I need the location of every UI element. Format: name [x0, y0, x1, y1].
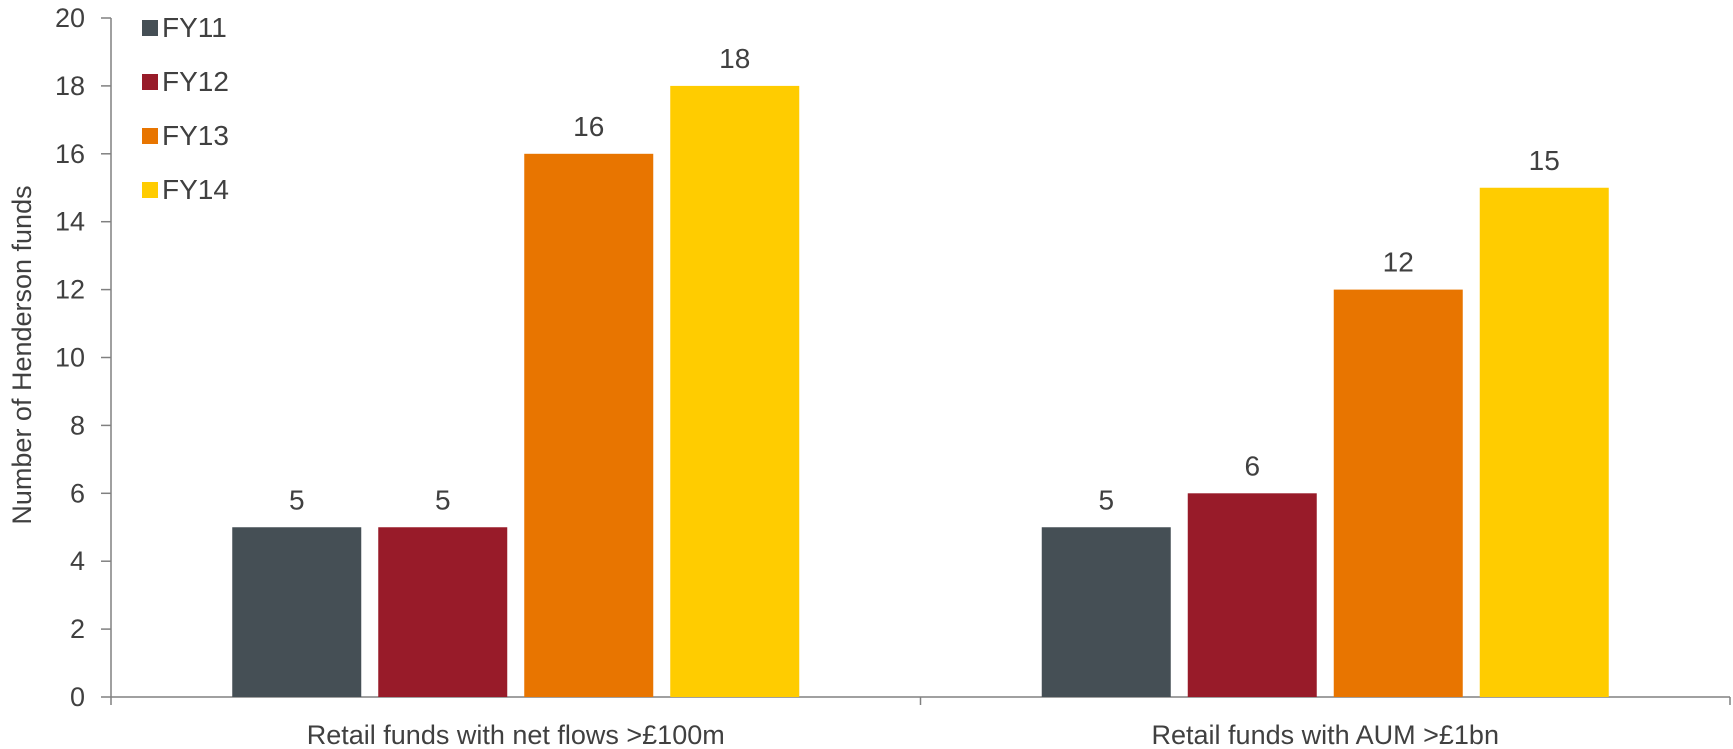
y-tick-label: 6 [70, 478, 85, 508]
x-category-label: Retail funds with net flows >£100m [307, 720, 725, 749]
legend-label-fy11: FY11 [162, 12, 227, 43]
bar-fy12-2 [1187, 493, 1317, 697]
data-labels: 5 5 16 18 5 6 12 15 [289, 43, 1560, 515]
legend-swatch-fy11 [142, 20, 158, 36]
data-label: 18 [719, 43, 750, 74]
data-label: 6 [1244, 450, 1260, 481]
y-tick-label: 0 [70, 682, 85, 712]
y-tick-label: 16 [55, 139, 85, 169]
bar-fy12-1 [378, 527, 508, 697]
data-label: 16 [573, 111, 604, 142]
data-label: 12 [1383, 247, 1414, 278]
bar-fy14-2 [1479, 187, 1609, 697]
legend: FY11 FY12 FY13 FY14 [142, 12, 229, 205]
x-category-label: Retail funds with AUM >£1bn [1152, 720, 1499, 749]
bar-fy13-2 [1333, 289, 1463, 697]
y-tick-label: 14 [55, 207, 85, 237]
bar-fy11-2 [1041, 527, 1171, 697]
legend-label-fy13: FY13 [162, 120, 229, 151]
legend-swatch-fy13 [142, 128, 158, 144]
bar-fy14-1 [670, 85, 800, 697]
y-tick-label: 4 [70, 546, 85, 576]
y-tick-label: 8 [70, 410, 85, 440]
y-tick-label: 10 [55, 343, 85, 373]
y-tick-label: 2 [70, 614, 85, 644]
y-tick-label: 20 [55, 3, 85, 33]
bar-fy13-1 [524, 153, 654, 698]
data-label: 5 [1098, 484, 1114, 515]
legend-label-fy14: FY14 [162, 174, 229, 205]
bar-fy11-1 [232, 527, 362, 697]
data-label: 5 [435, 484, 451, 515]
y-tick-label: 12 [55, 275, 85, 305]
bars [232, 85, 1609, 698]
axes: 0 2 4 6 8 10 12 14 16 18 20 Retail funds with net f… [55, 3, 1731, 749]
legend-label-fy12: FY12 [162, 66, 229, 97]
y-axis-title: Number of Henderson funds [7, 185, 37, 524]
data-label: 15 [1529, 145, 1560, 176]
y-tick-label: 18 [55, 71, 85, 101]
legend-swatch-fy14 [142, 182, 158, 198]
data-label: 5 [289, 484, 305, 515]
legend-swatch-fy12 [142, 74, 158, 90]
